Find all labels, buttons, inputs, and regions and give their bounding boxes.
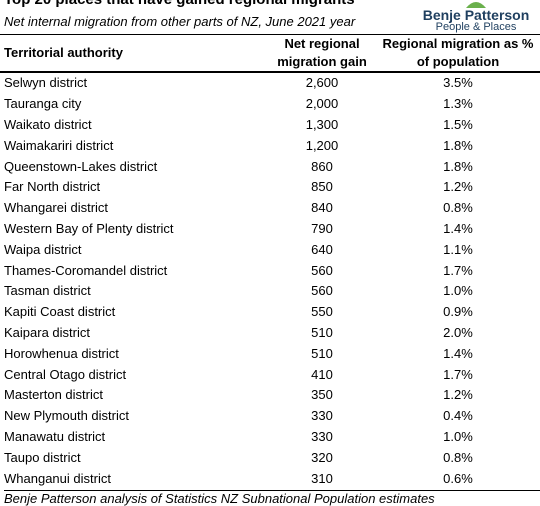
table-cell: Horowhenua district — [4, 345, 119, 361]
table-row: Waipa district 640 1.1% — [0, 239, 540, 260]
table-cell: 350 — [311, 387, 333, 403]
table-cell: Selwyn district — [4, 75, 88, 91]
table-cell: 410 — [311, 366, 333, 382]
table-cell: Central Otago district — [4, 366, 127, 382]
table-cell: 1.4% — [443, 220, 473, 236]
table-row: Waikato district 1,300 1.5% — [0, 115, 540, 136]
table-cell: Queenstown-Lakes district — [4, 158, 158, 174]
table-cell: 640 — [311, 241, 333, 257]
table-cell: 510 — [311, 345, 333, 361]
table-cell: Tasman district — [4, 283, 91, 299]
table-cell: 1.0% — [443, 283, 473, 299]
table-cell: Taupo district — [4, 449, 81, 465]
title: Top 20 places that have gained regional … — [4, 0, 355, 8]
table-cell: 330 — [311, 428, 333, 444]
table-cell: 320 — [311, 449, 333, 465]
table-cell: Far North district — [4, 179, 101, 195]
table-cell: 0.6% — [443, 470, 473, 486]
table-cell: Masterton district — [4, 387, 103, 403]
logo: Benje Patterson People & Places — [416, 2, 536, 33]
table-row: Far North district 850 1.2% — [0, 177, 540, 198]
table-cell: Tauranga city — [4, 96, 82, 112]
table-cell: 1,200 — [305, 137, 339, 153]
table-cell: 1.8% — [443, 158, 473, 174]
column-header: Territorial authority — [0, 34, 268, 73]
table-cell: 310 — [311, 470, 333, 486]
table-cell: 1.4% — [443, 345, 473, 361]
table-row: Whanganui district 310 0.6% — [0, 468, 540, 489]
logo-name: Benje Patterson — [422, 7, 530, 23]
table-cell: 1.7% — [443, 366, 473, 382]
table-cell: 560 — [311, 262, 333, 278]
table-row: Kapiti Coast district 550 0.9% — [0, 302, 540, 323]
table-cell: Waimakariri district — [4, 137, 114, 153]
table-cell: Kaipara district — [4, 324, 90, 340]
table-cell: 1.8% — [443, 137, 473, 153]
table-row: Manawatu district 330 1.0% — [0, 427, 540, 448]
table-row: Whangarei district 840 0.8% — [0, 198, 540, 219]
table-cell: 2,000 — [305, 96, 339, 112]
table-row: Taupo district 320 0.8% — [0, 447, 540, 468]
table-row: Kaipara district 510 2.0% — [0, 323, 540, 344]
table-cell: 0.9% — [443, 304, 473, 320]
table-cell: Western Bay of Plenty district — [4, 220, 174, 236]
table-cell: Thames-Coromandel district — [4, 262, 168, 278]
table-cell: 330 — [311, 408, 333, 424]
header-row: Territorial authority Net regional migrat… — [0, 34, 540, 73]
table-cell: 0.4% — [443, 408, 473, 424]
table-cell: Waikato district — [4, 116, 92, 132]
table-row: Queenstown-Lakes district 860 1.8% — [0, 156, 540, 177]
table-cell: Whanganui district — [4, 470, 111, 486]
subtitle: Net internal migration from other parts … — [4, 14, 356, 29]
table: Territorial authority Net regional migrat… — [0, 34, 540, 489]
table-cell: 850 — [311, 179, 333, 195]
table-row: Western Bay of Plenty district 790 1.4% — [0, 219, 540, 240]
table-cell: Manawatu district — [4, 428, 106, 444]
table-cell: 1.0% — [443, 428, 473, 444]
column-header: Net regional migration gain — [268, 34, 376, 73]
table-cell: 1.5% — [443, 116, 473, 132]
table-row: Tauranga city 2,000 1.3% — [0, 94, 540, 115]
table-row: New Plymouth district 330 0.4% — [0, 406, 540, 427]
table-cell: 550 — [311, 304, 333, 320]
table-cell: 2,600 — [305, 75, 339, 91]
table-cell: Whangarei district — [4, 200, 109, 216]
table-cell: 0.8% — [443, 449, 473, 465]
table-cell: 860 — [311, 158, 333, 174]
logo-tagline: People & Places — [435, 21, 517, 33]
column-header: Regional migration as % of population — [376, 34, 540, 73]
logo-leaf — [466, 2, 486, 8]
table-row: Tasman district 560 1.0% — [0, 281, 540, 302]
table-cell: 1.2% — [443, 179, 473, 195]
table-cell: Kapiti Coast district — [4, 304, 116, 320]
table-row: Waimakariri district 1,200 1.8% — [0, 135, 540, 156]
footer: Benje Patterson analysis of Statistics N… — [4, 490, 540, 506]
table-cell: 840 — [311, 200, 333, 216]
table-cell: 510 — [311, 324, 333, 340]
table-cell: 1.1% — [443, 241, 473, 257]
table-cell: 1.3% — [443, 96, 473, 112]
table-cell: Waipa district — [4, 241, 82, 257]
table-cell: 3.5% — [443, 75, 473, 91]
table-cell: 1.7% — [443, 262, 473, 278]
table-row: Central Otago district 410 1.7% — [0, 364, 540, 385]
table-cell: 560 — [311, 283, 333, 299]
table-row: Masterton district 350 1.2% — [0, 385, 540, 406]
table-cell: New Plymouth district — [4, 408, 129, 424]
table-cell: 1,300 — [305, 116, 339, 132]
table-cell: 0.8% — [443, 200, 473, 216]
table-row: Horowhenua district 510 1.4% — [0, 343, 540, 364]
table-cell: 790 — [311, 220, 333, 236]
table-cell: 1.2% — [443, 387, 473, 403]
table-row: Selwyn district 2,600 3.5% — [0, 72, 540, 94]
table-cell: 2.0% — [443, 324, 473, 340]
table-row: Thames-Coromandel district 560 1.7% — [0, 260, 540, 281]
